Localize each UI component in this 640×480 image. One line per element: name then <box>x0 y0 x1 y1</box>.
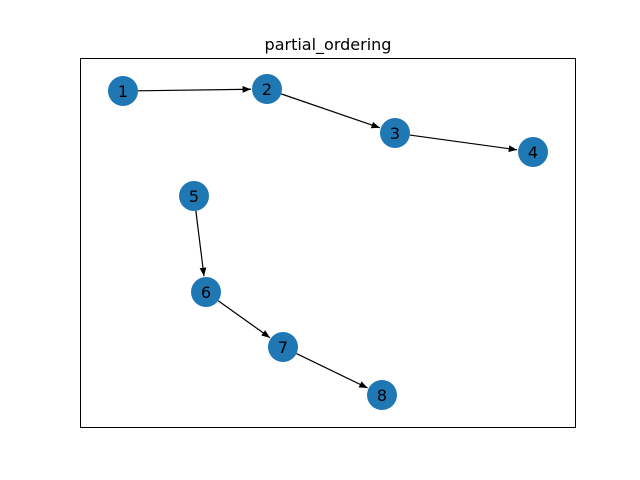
node-2: 2 <box>252 74 282 104</box>
node-4: 4 <box>518 137 548 167</box>
figure-title: partial_ordering <box>265 35 392 55</box>
node-label: 8 <box>377 386 387 405</box>
node-circle <box>179 181 209 211</box>
edge-3-4 <box>409 134 518 153</box>
node-circle <box>518 137 548 167</box>
node-label: 5 <box>189 187 199 206</box>
plot-frame <box>80 58 576 428</box>
edge-5-6 <box>195 210 207 277</box>
edge-2-3 <box>280 93 381 129</box>
edge-6-7 <box>217 300 271 339</box>
node-label: 7 <box>278 338 288 357</box>
node-layer: 1 2 3 4 5 6 7 8 <box>108 74 548 410</box>
node-circle <box>191 277 221 307</box>
edge-1-2 <box>137 85 252 93</box>
node-label: 6 <box>201 283 211 302</box>
edge-7-8 <box>296 353 368 389</box>
node-5: 5 <box>179 181 209 211</box>
node-circle <box>268 332 298 362</box>
node-label: 4 <box>528 143 538 162</box>
node-label: 3 <box>390 124 400 143</box>
node-label: 2 <box>262 80 272 99</box>
node-7: 7 <box>268 332 298 362</box>
node-circle <box>252 74 282 104</box>
node-circle <box>108 76 138 106</box>
node-label: 1 <box>118 82 128 101</box>
node-8: 8 <box>367 380 397 410</box>
node-3: 3 <box>380 118 410 148</box>
node-1: 1 <box>108 76 138 106</box>
node-circle <box>380 118 410 148</box>
node-6: 6 <box>191 277 221 307</box>
edge-layer <box>137 85 518 389</box>
node-circle <box>367 380 397 410</box>
